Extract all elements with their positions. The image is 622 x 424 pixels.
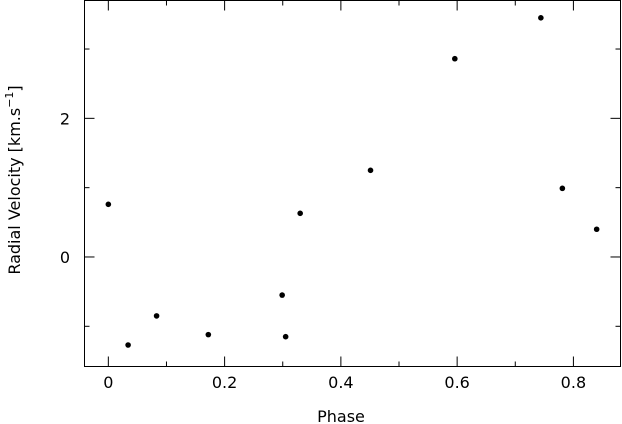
y-label-main: Radial Velocity [km.s xyxy=(5,108,24,275)
y-label-sup: −1 xyxy=(3,92,16,108)
point xyxy=(559,185,566,192)
y-label-end: ] xyxy=(5,85,24,91)
y-tick-label: 2 xyxy=(60,109,70,128)
point xyxy=(282,333,289,340)
point xyxy=(125,342,131,348)
x-tick-label: 0 xyxy=(103,373,113,392)
x-tick-label: 0.6 xyxy=(444,373,469,392)
plot-frame xyxy=(84,0,621,367)
point xyxy=(297,210,303,217)
point xyxy=(153,313,160,319)
point xyxy=(367,167,374,174)
x-tick-label: 0.8 xyxy=(561,373,586,392)
x-tick-label: 0.2 xyxy=(212,373,237,392)
x-axis-label: Phase xyxy=(317,407,365,424)
point xyxy=(593,226,600,233)
point xyxy=(205,331,212,338)
x-tick-label: 0.4 xyxy=(328,373,353,392)
y-tick-label: 0 xyxy=(60,248,70,267)
point xyxy=(538,15,544,21)
point xyxy=(105,201,112,208)
point xyxy=(452,55,458,62)
y-axis-label: Radial Velocity [km.s−1] xyxy=(3,85,24,274)
point xyxy=(279,292,285,298)
